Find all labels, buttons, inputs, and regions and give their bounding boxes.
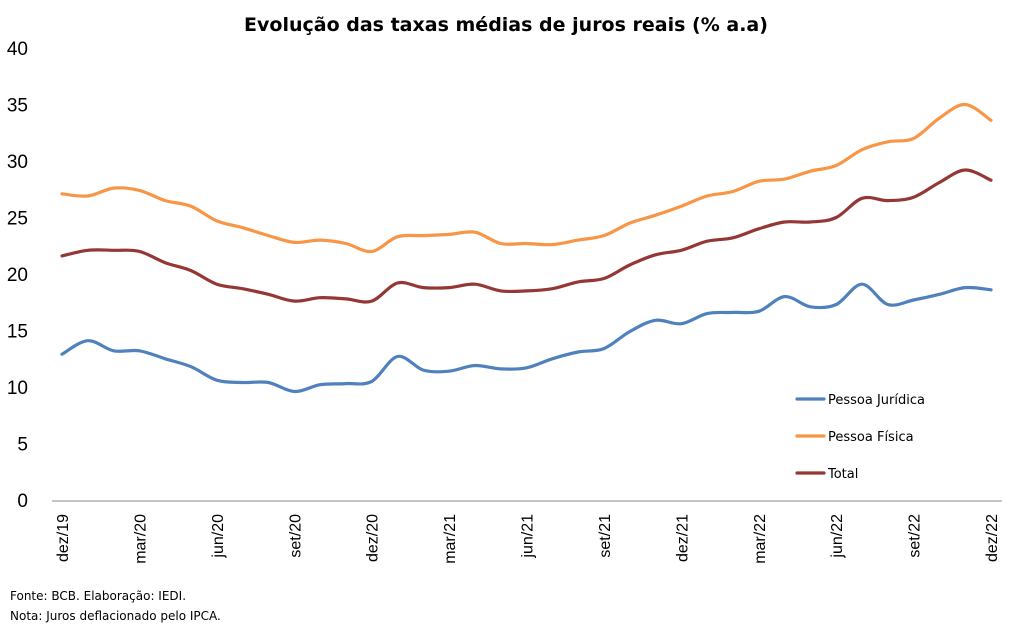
legend: Pessoa Jurídica Pessoa Física Total bbox=[795, 393, 925, 482]
y-tick-label: 10 bbox=[7, 378, 28, 399]
x-tick-label: jun/20 bbox=[210, 514, 227, 559]
x-tick-label: jun/21 bbox=[520, 514, 537, 559]
x-tick-label: dez/22 bbox=[984, 514, 1001, 562]
y-tick-label: 5 bbox=[17, 435, 28, 456]
source-note: Fonte: BCB. Elaboração: IEDI. bbox=[10, 589, 187, 603]
x-tick-label: set/21 bbox=[597, 514, 614, 558]
x-tick-label: set/20 bbox=[287, 514, 304, 558]
series-line-0 bbox=[60, 282, 993, 394]
y-tick-label: 40 bbox=[7, 39, 28, 60]
x-tick-label: mar/20 bbox=[132, 514, 149, 564]
series-line-1 bbox=[60, 102, 993, 254]
x-tick-label: mar/22 bbox=[752, 514, 769, 564]
y-tick-label: 15 bbox=[7, 322, 28, 343]
y-axis: 0 5 10 15 20 25 30 35 40 bbox=[7, 39, 28, 512]
legend-label: Total bbox=[827, 467, 858, 482]
footnote: Nota: Juros deflacionado pelo IPCA. bbox=[10, 609, 221, 623]
x-tick-label: dez/19 bbox=[55, 514, 72, 562]
series-layer bbox=[60, 102, 993, 394]
y-tick-label: 35 bbox=[7, 96, 28, 117]
x-axis: dez/19 mar/20 jun/20 set/20 dez/20 mar/21 jun/… bbox=[52, 500, 1002, 564]
y-tick-label: 30 bbox=[7, 152, 28, 173]
x-tick-label: dez/20 bbox=[365, 514, 382, 562]
chart-title: Evolução das taxas médias de juros reais… bbox=[244, 14, 768, 36]
y-tick-label: 25 bbox=[7, 209, 28, 230]
x-tick-label: mar/21 bbox=[442, 514, 459, 564]
x-tick-label: jun/22 bbox=[829, 514, 846, 559]
x-tick-label: dez/21 bbox=[674, 514, 691, 562]
legend-label: Pessoa Física bbox=[828, 430, 914, 445]
legend-label: Pessoa Jurídica bbox=[828, 393, 925, 408]
series-line-2 bbox=[60, 168, 993, 304]
y-tick-label: 0 bbox=[17, 491, 28, 512]
y-tick-label: 20 bbox=[7, 265, 28, 286]
x-tick-label: set/22 bbox=[907, 514, 924, 558]
